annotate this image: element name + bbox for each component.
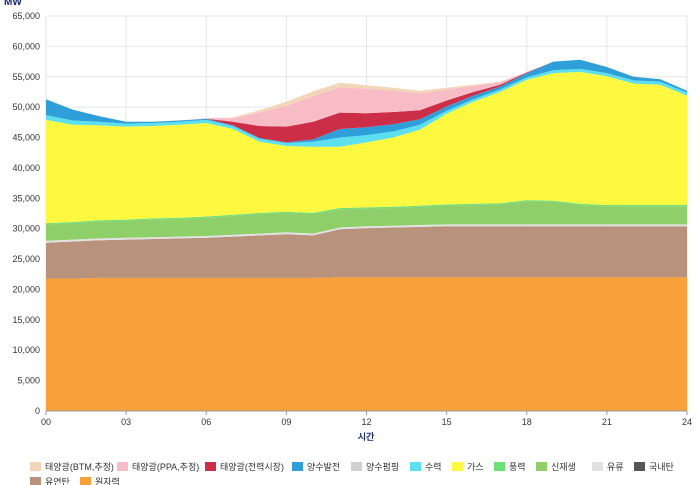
legend-label-5: 수력 [425,461,442,472]
legend-swatch-7 [494,462,505,471]
legend-item-11[interactable]: 유연탄 [30,477,70,485]
area-series-11 [46,59,687,127]
legend-label-12: 원자력 [95,476,120,485]
legend-swatch-2 [205,462,216,471]
legend-item-5[interactable]: 수력 [410,461,442,472]
x-tick-label-2: 06 [201,417,211,427]
legend-item-0[interactable]: 태양광(BTM,추정) [30,461,114,472]
y-tick-label-12: 60,000 [12,41,40,51]
y-tick-label-11: 55,000 [12,72,40,82]
y-tick-label-2: 10,000 [12,345,40,355]
legend-swatch-4 [351,462,362,471]
x-tick-label-8: 24 [682,417,692,427]
legend-item-10[interactable]: 국내탄 [634,462,674,472]
legend-swatch-9 [592,462,603,471]
x-tick-label-0: 00 [41,417,51,427]
legend-item-12[interactable]: 원자력 [80,476,120,485]
y-tick-label-10: 50,000 [12,102,40,112]
legend-label-11: 유연탄 [45,477,70,485]
area-series-10 [46,59,687,143]
legend-label-7: 풍력 [509,461,526,472]
y-tick-label-1: 5,000 [17,376,40,386]
area-series-0 [46,277,687,411]
legend-label-6: 가스 [467,462,484,472]
legend-swatch-8 [536,462,547,471]
legend-item-1[interactable]: 태양광(PPA,추정) [117,461,199,472]
legend-swatch-11 [30,477,41,485]
x-tick-label-4: 12 [361,417,371,427]
y-tick-label-7: 35,000 [12,193,40,203]
y-tick-label-3: 15,000 [12,315,40,325]
chart-legend: 태양광(BTM,추정) 태양광(PPA,추정) 태양광(전력시장) 양수발전 양수펌핑 수… [30,461,674,485]
legend-label-3: 양수발전 [307,462,340,472]
legend-swatch-12 [80,477,91,485]
legend-item-8[interactable]: 신재생 [536,462,576,472]
legend-item-6[interactable]: 가스 [452,462,484,472]
legend-label-10: 국내탄 [649,462,674,472]
y-tick-label-0: 0 [35,406,40,416]
x-axis-label: 시간 [358,431,375,442]
y-tick-label-6: 30,000 [12,224,40,234]
x-tick-label-5: 15 [442,417,452,427]
legend-swatch-1 [117,462,128,471]
legend-label-0: 태양광(BTM,추정) [45,461,114,472]
y-axis-unit-label: MW [4,0,22,8]
x-tick-label-3: 09 [281,417,291,427]
legend-item-3[interactable]: 양수발전 [292,462,340,472]
y-axis-ticks: 0 5,000 10,000 15,000 20,000 25,000 30,000 35,0… [12,11,40,416]
legend-label-2: 태양광(전력시장) [220,461,284,472]
legend-item-7[interactable]: 풍력 [494,461,526,472]
legend-label-1: 태양광(PPA,추정) [132,461,199,472]
legend-swatch-5 [410,462,421,471]
y-tick-label-13: 65,000 [12,11,40,21]
y-tick-label-8: 40,000 [12,163,40,173]
legend-label-9: 유류 [607,462,624,472]
legend-item-2[interactable]: 태양광(전력시장) [205,461,284,472]
y-tick-label-5: 25,000 [12,254,40,264]
legend-label-4: 양수펌핑 [366,461,399,472]
legend-label-8: 신재생 [551,462,576,472]
y-tick-label-9: 45,000 [12,133,40,143]
area-series-6 [46,71,687,224]
legend-swatch-10 [634,462,645,471]
legend-item-9[interactable]: 유류 [592,462,624,472]
area-series-1 [46,226,687,279]
legend-item-4[interactable]: 양수펌핑 [351,461,399,472]
x-tick-label-6: 18 [522,417,532,427]
legend-swatch-6 [452,462,463,471]
chart-areas [46,59,687,411]
area-series-3 [46,224,687,243]
x-axis-ticks: 00 03 06 09 12 15 18 21 24 [41,411,692,427]
x-tick-label-7: 21 [602,417,612,427]
y-tick-label-4: 20,000 [12,284,40,294]
legend-swatch-3 [292,462,303,471]
area-series-4 [46,201,687,241]
x-tick-label-1: 03 [121,417,131,427]
legend-swatch-0 [30,462,41,471]
